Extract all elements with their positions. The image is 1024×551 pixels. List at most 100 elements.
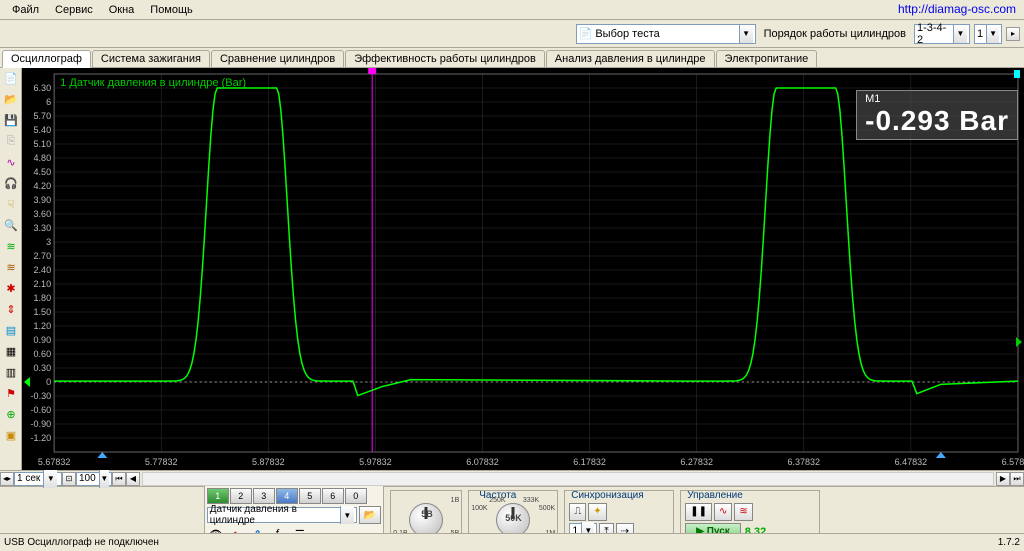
tool-target-icon[interactable]: ⊕ [1,405,21,424]
svg-text:-1.20: -1.20 [31,433,52,443]
svg-text:1.20: 1.20 [34,321,52,331]
prev-button[interactable]: ◀ [126,472,140,486]
next-button[interactable]: ▶ [996,472,1010,486]
svg-text:6.27832: 6.27832 [680,457,713,467]
tab-ignition[interactable]: Система зажигания [92,50,210,67]
measurement-readout: М1 -0.293 Bar [856,90,1018,140]
skip-start-button[interactable]: ⏮ [112,472,126,486]
tool-rgb-icon[interactable]: ✱ [1,279,21,298]
svg-text:6: 6 [46,97,51,107]
menu-help[interactable]: Помощь [142,2,201,18]
tool-save-icon[interactable]: 💾 [1,111,21,130]
menu-service[interactable]: Сервис [47,2,101,18]
tool-waves1-icon[interactable]: ≋ [1,237,21,256]
tool-grid-icon[interactable]: ▦ [1,342,21,361]
version-label: 1.7.2 [998,537,1020,548]
tool-headphones-icon[interactable]: 🎧 [1,174,21,193]
oscilloscope-plot[interactable]: 6.3065.705.405.104.804.504.203.903.603.3… [22,68,1024,470]
sync-mode1-button[interactable]: ⎍ [569,503,586,521]
channel-5-button[interactable]: 5 [299,488,321,504]
doc-icon: 📄 [579,27,593,40]
readout-value: -0.293 Bar [865,105,1009,137]
channel-4-button[interactable]: 4 [276,488,298,504]
cylinder-count-dropdown[interactable]: 1 ▼ [974,24,1002,44]
svg-text:-0.60: -0.60 [31,405,52,415]
firing-order-dropdown[interactable]: 1-3-4-2 ▼ [914,24,970,44]
timebase-dropdown[interactable]: 1 сек▼ [14,472,62,486]
svg-text:1.50: 1.50 [34,307,52,317]
tool-hand-icon[interactable]: ☟ [1,195,21,214]
chevron-down-icon: ▼ [953,25,967,43]
nav-button[interactable]: ▸ [1006,27,1020,41]
control-group: Управление ❚❚ ∿ ≋ ▶ Пуск 8.32 [680,490,820,540]
firing-order-value: 1-3-4-2 [917,22,950,46]
svg-text:5.70: 5.70 [34,111,52,121]
sync-group: Синхронизация ⎍ ✦ 1▼ ⤒ ⇢ [564,490,674,540]
svg-text:4.80: 4.80 [34,153,52,163]
tool-bars-icon[interactable]: ▥ [1,363,21,382]
timeline-scrollbar[interactable] [142,472,994,486]
tool-colors-icon[interactable]: ▤ [1,321,21,340]
channel-0-button[interactable]: 0 [345,488,367,504]
channel-2-button[interactable]: 2 [230,488,252,504]
mode-sine-button[interactable]: ∿ [714,503,732,521]
sync-mode2-button[interactable]: ✦ [588,503,606,521]
zoom-value: 100 [79,473,96,484]
svg-text:6.30: 6.30 [34,83,52,93]
menu-bar: Файл Сервис Окна Помощь [0,0,1024,20]
tab-oscilloscope[interactable]: Осциллограф [2,50,91,68]
tool-align-icon[interactable]: ⇕ [1,300,21,319]
svg-text:1.80: 1.80 [34,293,52,303]
tool-open-icon[interactable]: 📂 [1,90,21,109]
tab-compare[interactable]: Сравнение цилиндров [211,50,344,67]
load-button[interactable]: 📂 [359,506,381,524]
test-select-label: Выбор теста [592,28,735,40]
timebase-value: 1 сек [17,473,40,484]
tab-pressure[interactable]: Анализ давления в цилиндре [546,50,715,67]
voltage-knob-group: 0.1В1В5В5В [390,490,462,540]
tool-marker-icon[interactable]: ▣ [1,426,21,445]
svg-text:6.57832: 6.57832 [1002,457,1024,467]
menu-windows[interactable]: Окна [101,2,143,18]
zoom-fit-button[interactable]: ⊡ [62,472,76,486]
channel-6-button[interactable]: 6 [322,488,344,504]
channel-3-button[interactable]: 3 [253,488,275,504]
status-message: USB Осциллограф не подключен [4,537,159,548]
svg-text:1 Датчик давления в цилиндре (: 1 Датчик давления в цилиндре (Bar) [60,77,246,89]
sync-title: Синхронизация [571,490,643,501]
svg-text:2.70: 2.70 [34,251,52,261]
sensor-dropdown[interactable]: Датчик давления в цилиндре▼ [207,507,357,523]
channel-1-button[interactable]: 1 [207,488,229,504]
tool-wave-icon[interactable]: ∿ [1,153,21,172]
tab-bar: Осциллограф Система зажигания Сравнение … [0,48,1024,68]
svg-text:5.10: 5.10 [34,139,52,149]
shrink-button[interactable]: ◂▸ [0,472,14,486]
tool-waves2-icon[interactable]: ≋ [1,258,21,277]
tool-copy-icon[interactable]: ⎘ [1,132,21,151]
svg-text:0.30: 0.30 [34,363,52,373]
menu-file[interactable]: Файл [4,2,47,18]
tab-power[interactable]: Электропитание [716,50,818,67]
top-toolbar: 📄 Выбор теста ▼ Порядок работы цилиндров… [0,20,1024,48]
tool-zoom-icon[interactable]: 🔍 [1,216,21,235]
tool-flag-icon[interactable]: ⚑ [1,384,21,403]
mode-multi-button[interactable]: ≋ [734,503,752,521]
svg-text:3.60: 3.60 [34,209,52,219]
status-bar: USB Осциллограф не подключен 1.7.2 [0,533,1024,551]
chevron-down-icon: ▼ [986,25,999,43]
svg-text:3: 3 [46,237,51,247]
svg-text:5.40: 5.40 [34,125,52,135]
tool-new-icon[interactable]: 📄 [1,69,21,88]
svg-text:6.07832: 6.07832 [466,457,499,467]
test-select-dropdown[interactable]: 📄 Выбор теста ▼ [576,24,756,44]
website-link[interactable]: http://diamag-osc.com [898,2,1016,16]
pause-button[interactable]: ❚❚ [685,503,712,521]
chevron-down-icon: ▼ [739,25,753,43]
tab-efficiency[interactable]: Эффективность работы цилиндров [345,50,545,67]
skip-end-button[interactable]: ⏭ [1010,472,1024,486]
left-toolbar: 📄 📂 💾 ⎘ ∿ 🎧 ☟ 🔍 ≋ ≋ ✱ ⇕ ▤ ▦ ▥ ⚑ ⊕ ▣ [0,68,22,470]
zoom-dropdown[interactable]: 100▼ [76,472,112,486]
svg-text:4.20: 4.20 [34,181,52,191]
svg-text:2.10: 2.10 [34,279,52,289]
svg-text:-0.90: -0.90 [31,419,52,429]
